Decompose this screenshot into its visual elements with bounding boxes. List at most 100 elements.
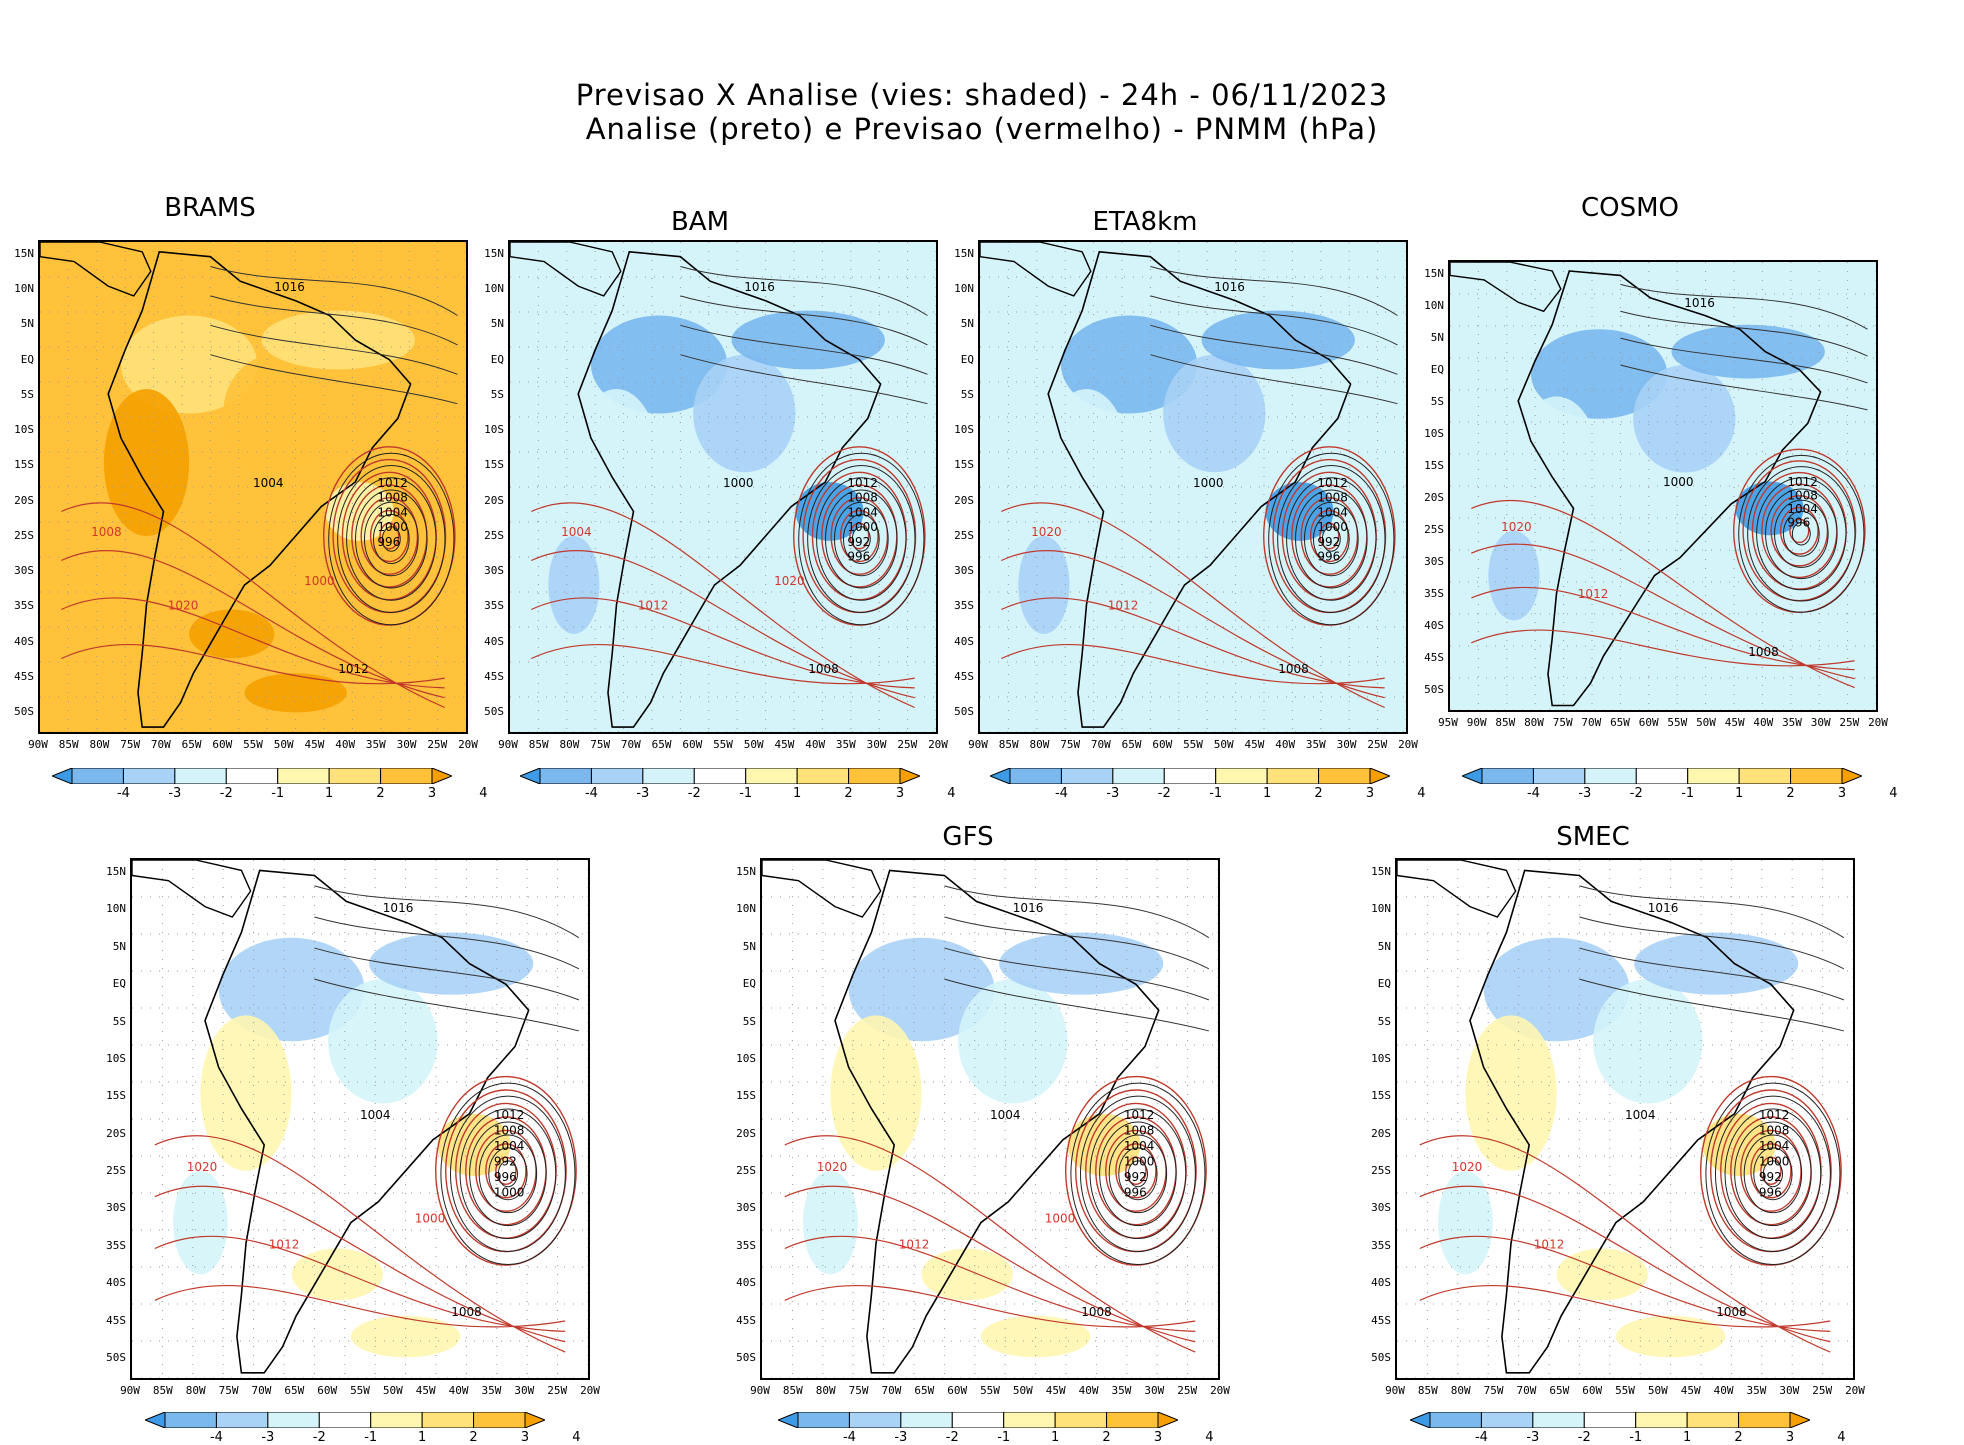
analysis-isobar (816, 477, 907, 601)
forecast-isobar (1419, 1185, 1831, 1343)
longitude-label: 60W (317, 1384, 338, 1397)
colorbar-segment (1266, 767, 1320, 785)
colorbar-segment (277, 767, 330, 785)
longitude-label: 40W (1753, 716, 1774, 729)
latitude-label: 20S (736, 1126, 756, 1140)
longitude-label: 85W (528, 738, 549, 751)
isobar-label: 1008 (91, 525, 122, 539)
longitude-label: 90W (1466, 716, 1487, 729)
isobar-label: 1004 (1625, 1108, 1656, 1122)
forecast-isobar (1471, 543, 1855, 680)
colorbar-arrow-right (1789, 1411, 1812, 1429)
analysis-isobar (459, 1108, 557, 1240)
forecast-isobar (1064, 1075, 1207, 1266)
longitude-label: 20W (1845, 1384, 1865, 1397)
colorbar-arrow-left (776, 1411, 799, 1429)
analysis-isobar (680, 295, 928, 346)
bias-shading (659, 609, 745, 659)
longitude-label: 90W (28, 738, 48, 751)
colorbar-arrow-left (988, 767, 1011, 785)
latitude-label: 25S (106, 1164, 126, 1178)
analysis-isobar (1765, 488, 1838, 580)
longitude-label: 85W (58, 738, 79, 751)
longitude-label: 70W (1516, 1384, 1537, 1397)
isobar-label: 1016 (1648, 901, 1679, 915)
latitude-label: 5S (960, 387, 974, 401)
colorbar-segment (267, 1411, 320, 1429)
analysis-isobar (1108, 1134, 1168, 1214)
isobar-label: 1012 (899, 1238, 930, 1252)
bias-shading (1438, 1170, 1493, 1275)
longitude-label: 55W (980, 1384, 1000, 1397)
colorbar-segment (421, 1411, 475, 1429)
latitude-label: 35S (14, 599, 34, 613)
panel-title: ETA8km (1092, 207, 1198, 237)
isobar-label: 996 (1759, 1186, 1782, 1200)
analysis-isobar (944, 947, 1210, 1001)
longitude-label: 20W (1398, 738, 1418, 751)
colorbar-arrow-left (1408, 1411, 1431, 1429)
isobar-label: 1012 (1759, 1108, 1790, 1122)
colorbar-label: 4 (1837, 1430, 1846, 1445)
panel-title: BRAMS (164, 193, 256, 223)
isobar-label: 996 (377, 535, 400, 549)
latitude-label: 30S (1424, 555, 1444, 568)
colorbar-label: -4 (584, 786, 598, 801)
colorbar-arrow-right (1369, 767, 1392, 785)
forecast-isobar (1760, 1156, 1782, 1185)
isobar-label: 992 (1124, 1170, 1147, 1184)
colorbar-label: -1 (1629, 1430, 1643, 1445)
colorbar-label: -3 (1106, 786, 1120, 801)
forecast-isobar (1770, 495, 1829, 567)
colorbar-label: -2 (1629, 786, 1643, 801)
isobar-label: 992 (847, 535, 870, 549)
colorbar-segment (328, 767, 382, 785)
longitude-label: 20W (928, 738, 948, 751)
forecast-isobar (1699, 1075, 1842, 1266)
longitude-label: 55W (350, 1384, 370, 1397)
colorbar-label: 3 (1365, 786, 1375, 801)
longitude-label: 65W (284, 1384, 305, 1397)
colorbar-segment (1790, 767, 1843, 785)
analysis-isobar (1705, 1082, 1841, 1265)
colorbar-segment (642, 767, 695, 785)
colorbar-segment (1009, 767, 1062, 785)
longitude-label: 80W (1450, 1384, 1471, 1397)
isobar-label: 1016 (274, 280, 305, 294)
analysis-isobar (1756, 477, 1847, 591)
bias-shading (1671, 324, 1825, 379)
latitude-label: 15N (484, 247, 504, 260)
analysis-isobar (944, 916, 1210, 970)
colorbar-segment (1112, 767, 1165, 785)
latitude-label: 15N (14, 247, 34, 260)
isobar-label: 1004 (1787, 502, 1818, 516)
longitude-label: 50W (1213, 738, 1234, 751)
colorbar-label: -1 (1209, 786, 1223, 801)
colorbar-segment (1532, 767, 1586, 785)
colorbar-segment (1318, 767, 1371, 785)
isobar-label: 1012 (1108, 599, 1139, 613)
colorbar-segment (1635, 1411, 1688, 1429)
isobar-label: 1008 (1748, 645, 1779, 659)
longitude-label: 45W (1724, 716, 1745, 729)
longitude-label: 75W (1552, 716, 1573, 729)
colorbar-segment (1738, 767, 1792, 785)
colorbar-label: 4 (479, 786, 488, 801)
isobar-label: 1012 (1578, 587, 1609, 601)
analysis-isobar (488, 1147, 528, 1201)
bias-shading (590, 315, 728, 414)
analysis-isobar (440, 1082, 576, 1265)
bias-shading (1465, 1015, 1557, 1171)
latitude-label: 10N (484, 282, 504, 296)
isobar-label: 996 (847, 550, 870, 564)
analysis-isobar (1579, 916, 1845, 970)
longitude-label: 55W (1615, 1384, 1635, 1397)
isobar-label: 992 (494, 1155, 517, 1169)
forecast-isobar (1115, 1143, 1157, 1199)
analysis-isobar (1089, 1108, 1187, 1240)
latitude-label: 5S (20, 387, 34, 401)
forecast-isobar (839, 509, 879, 563)
latitude-label: 10N (1371, 902, 1391, 916)
isobar-label: 1012 (377, 476, 408, 490)
colorbar-label: 3 (1837, 786, 1847, 801)
